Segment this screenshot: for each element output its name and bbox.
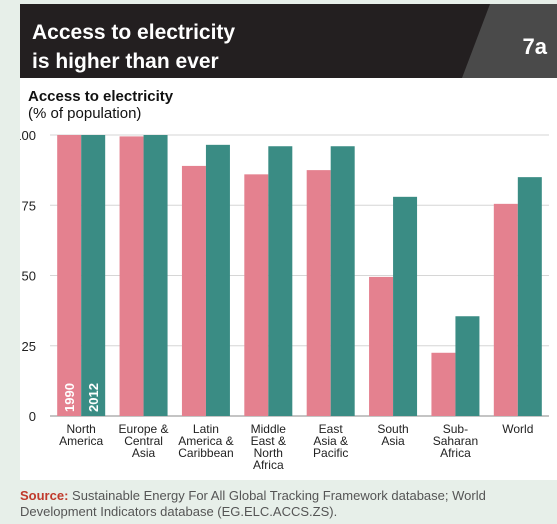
bar-1990 (244, 174, 269, 416)
y-tick-label: 0 (29, 409, 36, 424)
x-tick-label: Saharan (433, 434, 478, 448)
x-tick-label: Asia (132, 446, 156, 460)
bar-1990 (57, 135, 82, 416)
x-tick-label: South (377, 422, 408, 436)
y-axis-label: (% of population) (28, 105, 142, 122)
x-tick-label: East & (251, 434, 286, 448)
x-tick-label: Pacific (313, 446, 348, 460)
y-tick-label: 75 (22, 198, 36, 213)
figure-number: 7a (522, 34, 547, 59)
bar-2012 (393, 196, 418, 416)
series-label-1990: 1990 (62, 383, 77, 412)
bar-2012 (205, 144, 230, 416)
bar-2012 (143, 135, 168, 416)
source-label: Source: (20, 488, 69, 503)
bar-2012 (517, 177, 542, 416)
bar-chart: 0255075100NorthAmericaEurope &CentralAsi… (20, 128, 549, 472)
bar-1990 (306, 170, 331, 416)
x-tick-label: Sub- (443, 422, 468, 436)
x-tick-label: North (67, 422, 96, 436)
x-tick-label: Middle (251, 422, 287, 436)
title-line-1: Access to electricity (32, 21, 236, 44)
bar-1990 (369, 276, 394, 416)
x-tick-label: East (319, 422, 344, 436)
y-tick-label: 50 (22, 269, 36, 284)
x-tick-label: America & (178, 434, 233, 448)
x-tick-label: Africa (440, 446, 471, 460)
bar-2012 (268, 146, 293, 417)
bar-2012 (81, 135, 106, 416)
x-tick-label: Central (124, 434, 163, 448)
source-text: Sustainable Energy For All Global Tracki… (20, 488, 486, 519)
title-line-2: is higher than ever (32, 50, 219, 73)
y-tick-label: 100 (20, 128, 36, 143)
header-bar: Access to electricity is higher than eve… (20, 4, 557, 78)
x-tick-label: Europe & (119, 422, 169, 436)
bar-2012 (330, 146, 355, 417)
y-axis-title: Access to electricity (% of population) (28, 88, 173, 122)
chart-title: Access to electricity (28, 88, 174, 105)
x-tick-label: America (59, 434, 103, 448)
bar-2012 (455, 316, 480, 416)
y-tick-label: 25 (22, 339, 36, 354)
bar-1990 (119, 136, 144, 416)
x-tick-label: North (254, 446, 283, 460)
x-tick-label: Asia (381, 434, 405, 448)
series-label-2012: 2012 (86, 383, 101, 412)
bar-1990 (181, 165, 206, 416)
x-tick-label: Caribbean (178, 446, 233, 460)
figure-panel: Access to electricity is higher than eve… (20, 4, 557, 524)
x-tick-label: Asia & (313, 434, 348, 448)
x-tick-label: World (502, 422, 533, 436)
bar-1990 (493, 203, 518, 416)
source-note: Source: Sustainable Energy For All Globa… (20, 488, 557, 520)
bar-1990 (431, 352, 456, 416)
x-tick-label: Latin (193, 422, 219, 436)
x-tick-label: Africa (253, 458, 284, 472)
figure-title: Access to electricity is higher than eve… (32, 18, 412, 76)
